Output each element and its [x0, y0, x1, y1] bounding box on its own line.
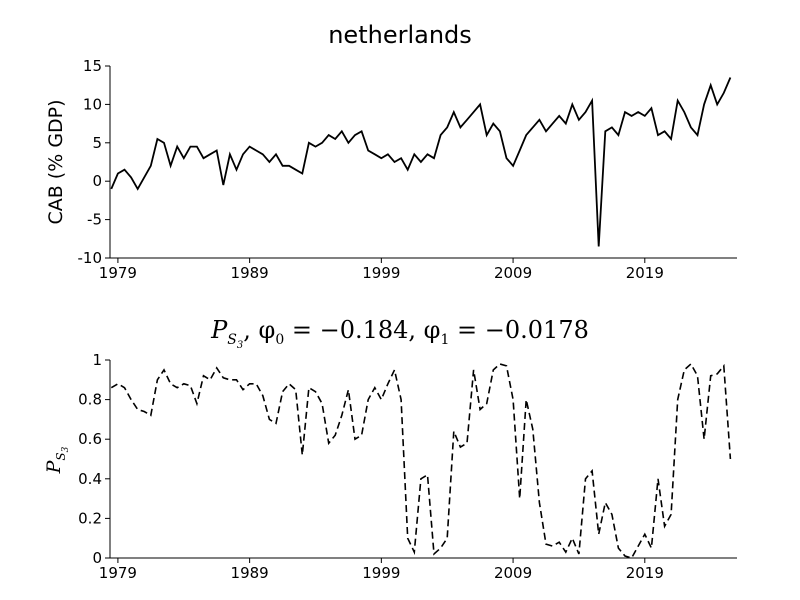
chart-cab-x-ticks: 1979 1989 1999 2009 2019: [99, 258, 664, 282]
chart-ps3-axes: [109, 360, 737, 559]
y-tick-label: 0.6: [78, 430, 102, 448]
y-tick-label: 5: [92, 134, 102, 152]
chart-ps3-x-ticks: 1979 1989 1999 2009 2019: [99, 558, 664, 582]
y-tick-label: 0.8: [78, 391, 102, 409]
y-tick-label: 1: [92, 351, 102, 369]
chart-cab-ylabel: CAB (% GDP): [45, 99, 67, 224]
chart-cab-axes: [109, 66, 737, 259]
x-tick-label: 1989: [231, 564, 269, 582]
chart-cab-series-line: [110, 77, 732, 247]
chart-ps3: PS3, φ0 = −0.184, φ1 = −0.0178 PS3 00.20…: [43, 316, 737, 582]
x-tick-label: 1999: [362, 564, 400, 582]
y-tick-label: 10: [83, 95, 102, 113]
y-tick-label: -5: [87, 211, 102, 229]
x-tick-label: 2009: [494, 264, 532, 282]
chart-ps3-y-ticks: 0 0.2 0.4 0.6 0.8 1: [78, 351, 110, 567]
chart-ps3-title: PS3, φ0 = −0.184, φ1 = −0.0178: [210, 316, 589, 351]
y-tick-label: 15: [83, 57, 102, 75]
x-tick-label: 2019: [626, 264, 664, 282]
chart-ps3-series-line: [110, 362, 732, 559]
x-tick-label: 1979: [99, 564, 137, 582]
chart-ps3-ylabel: PS3: [43, 446, 71, 474]
chart-cab-title: netherlands: [328, 21, 472, 49]
chart-cab-y-ticks: -10 -5 0 5 10 15: [78, 57, 110, 267]
y-tick-label: 0.4: [78, 470, 102, 488]
y-tick-label: -10: [78, 249, 103, 267]
x-tick-label: 1989: [231, 264, 269, 282]
x-tick-label: 1999: [362, 264, 400, 282]
chart-cab: netherlands CAB (% GDP) -10 -5 0 5 10 15 1979…: [45, 21, 737, 282]
x-tick-label: 2019: [626, 564, 664, 582]
y-tick-label: 0: [92, 549, 102, 567]
x-tick-label: 2009: [494, 564, 532, 582]
y-tick-label: 0: [92, 172, 102, 190]
x-tick-label: 1979: [99, 264, 137, 282]
y-tick-label: 0.2: [78, 509, 102, 527]
